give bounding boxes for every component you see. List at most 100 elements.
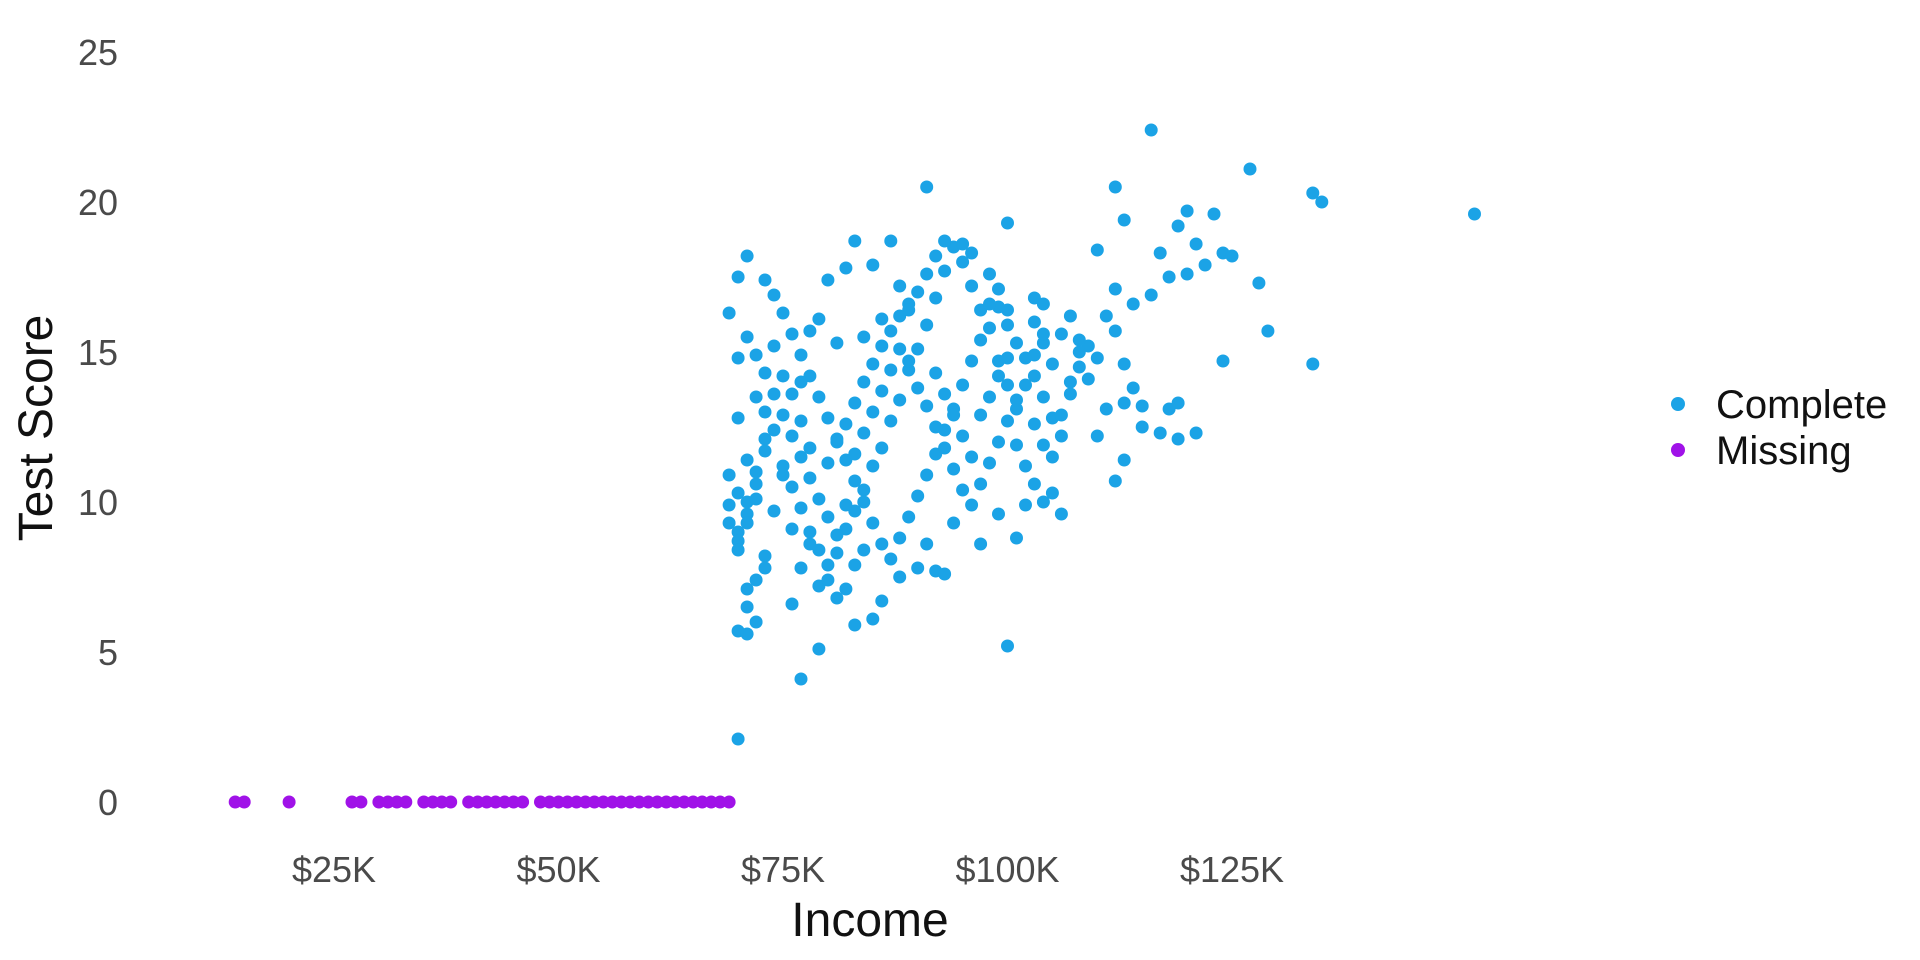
legend-label: Complete bbox=[1716, 383, 1887, 427]
data-point-missing bbox=[471, 795, 485, 809]
data-point-complete bbox=[974, 408, 988, 422]
data-point-complete bbox=[1045, 357, 1059, 371]
x-tick-label: $100K bbox=[955, 849, 1059, 890]
data-point-complete bbox=[1063, 309, 1077, 323]
data-point-complete bbox=[722, 306, 736, 320]
data-point-complete bbox=[839, 417, 853, 431]
data-point-complete bbox=[965, 498, 979, 512]
data-point-complete bbox=[731, 543, 745, 557]
data-point-complete bbox=[929, 291, 943, 305]
data-point-complete bbox=[866, 459, 880, 473]
data-point-complete bbox=[1063, 375, 1077, 389]
data-point-missing bbox=[686, 795, 700, 809]
data-point-complete bbox=[821, 510, 835, 524]
data-point-complete bbox=[731, 270, 745, 284]
data-point-complete bbox=[1027, 369, 1041, 383]
data-point-missing bbox=[561, 795, 574, 809]
legend-marker bbox=[1671, 397, 1685, 411]
data-point-complete bbox=[821, 411, 835, 425]
data-point-complete bbox=[875, 384, 889, 398]
data-point-complete bbox=[767, 288, 781, 302]
data-point-complete bbox=[740, 582, 754, 596]
data-point-complete bbox=[749, 390, 763, 404]
data-point-complete bbox=[983, 390, 996, 404]
data-point-complete bbox=[740, 330, 754, 344]
data-point-complete bbox=[758, 432, 772, 446]
data-point-complete bbox=[875, 312, 889, 326]
y-tick-label: 20 bbox=[78, 182, 118, 223]
data-point-complete bbox=[767, 504, 781, 518]
data-point-complete bbox=[794, 450, 808, 464]
data-point-complete bbox=[1108, 474, 1122, 488]
data-point-complete bbox=[785, 522, 799, 536]
data-point-complete bbox=[830, 591, 844, 605]
data-point-complete bbox=[938, 264, 952, 278]
data-point-complete bbox=[911, 285, 925, 299]
data-point-complete bbox=[1090, 429, 1104, 443]
data-point-complete bbox=[884, 363, 898, 377]
data-point-complete bbox=[812, 492, 826, 506]
y-tick-label: 5 bbox=[98, 632, 118, 673]
data-point-complete bbox=[785, 597, 799, 611]
data-point-complete bbox=[1019, 498, 1032, 512]
data-point-complete bbox=[1180, 267, 1194, 281]
data-point-complete bbox=[974, 333, 988, 347]
data-point-complete bbox=[866, 516, 880, 530]
data-point-complete bbox=[1189, 237, 1203, 251]
data-point-complete bbox=[794, 375, 808, 389]
data-point-complete bbox=[1001, 216, 1014, 230]
data-point-missing bbox=[390, 795, 404, 809]
y-tick-label: 15 bbox=[78, 332, 118, 373]
x-tick-label: $50K bbox=[516, 849, 600, 890]
data-point-missing bbox=[668, 795, 682, 809]
data-point-complete bbox=[722, 468, 736, 482]
data-point-complete bbox=[965, 279, 979, 293]
data-point-complete bbox=[794, 672, 808, 686]
data-point-complete bbox=[866, 357, 880, 371]
data-point-complete bbox=[1144, 123, 1158, 137]
data-point-complete bbox=[794, 561, 808, 575]
data-point-missing bbox=[480, 795, 494, 809]
data-point-complete bbox=[857, 495, 871, 509]
data-point-missing bbox=[695, 795, 709, 809]
data-point-complete bbox=[884, 414, 898, 428]
data-point-complete bbox=[1072, 345, 1086, 359]
data-point-missing bbox=[632, 795, 646, 809]
data-point-complete bbox=[1126, 381, 1140, 395]
data-point-complete bbox=[929, 366, 943, 380]
data-point-complete bbox=[749, 477, 763, 491]
data-point-complete bbox=[875, 537, 889, 551]
data-point-complete bbox=[767, 387, 781, 401]
data-point-complete bbox=[893, 531, 907, 545]
data-point-complete bbox=[1198, 258, 1212, 272]
data-point-missing bbox=[498, 795, 512, 809]
data-point-complete bbox=[839, 498, 853, 512]
data-point-complete bbox=[1072, 333, 1086, 347]
data-point-complete bbox=[749, 492, 763, 506]
data-point-complete bbox=[1036, 438, 1050, 452]
x-axis-ticks: $25K $50K $75K $100K $125K bbox=[292, 849, 1284, 890]
data-point-complete bbox=[1027, 315, 1041, 329]
data-point-complete bbox=[803, 324, 817, 338]
data-point-missing bbox=[677, 795, 691, 809]
data-point-complete bbox=[956, 237, 970, 251]
data-point-complete bbox=[938, 234, 952, 248]
data-point-complete bbox=[758, 273, 772, 287]
data-point-complete bbox=[1207, 207, 1221, 221]
data-point-complete bbox=[1054, 429, 1068, 443]
data-point-complete bbox=[1117, 396, 1131, 410]
data-point-complete bbox=[1225, 249, 1239, 263]
data-point-complete bbox=[821, 558, 835, 572]
data-point-complete bbox=[776, 306, 790, 320]
data-point-complete bbox=[830, 336, 844, 350]
data-point-complete bbox=[740, 453, 754, 467]
data-point-complete bbox=[1045, 486, 1059, 500]
data-point-complete bbox=[848, 618, 862, 632]
data-point-complete bbox=[1010, 402, 1023, 416]
data-point-complete bbox=[1072, 360, 1086, 374]
data-point-complete bbox=[1117, 357, 1131, 371]
data-point-complete bbox=[1081, 372, 1095, 386]
data-point-complete bbox=[983, 321, 996, 335]
data-point-complete bbox=[749, 465, 763, 479]
data-point-complete bbox=[740, 627, 754, 641]
